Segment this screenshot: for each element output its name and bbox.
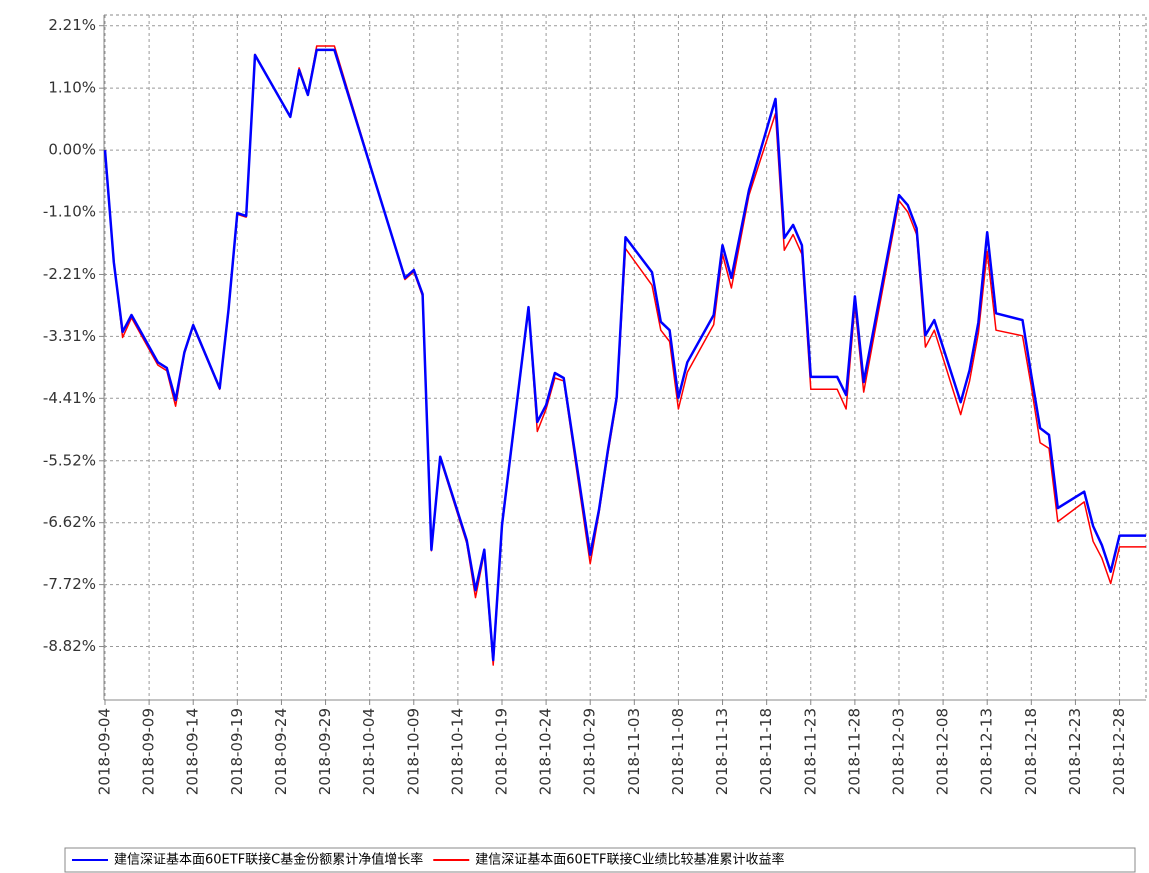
x-tick-label: 2018-09-14 <box>184 708 202 795</box>
x-tick-label: 2018-11-18 <box>757 708 775 795</box>
y-tick-label: -1.10% <box>43 203 96 221</box>
x-tick-label: 2018-12-03 <box>889 708 907 795</box>
y-tick-label: -4.41% <box>43 389 96 407</box>
lines <box>103 45 1146 666</box>
x-tick-label: 2018-11-23 <box>801 708 819 795</box>
x-tick-label: 2018-12-18 <box>1022 708 1040 795</box>
x-tick-label: 2018-12-28 <box>1110 708 1128 795</box>
y-tick-label: 2.21% <box>48 16 96 34</box>
x-tick-label: 2018-12-23 <box>1066 708 1084 795</box>
y-tick-label: -3.31% <box>43 327 96 345</box>
y-tick-label: 1.10% <box>48 79 96 97</box>
x-tick-label: 2018-10-14 <box>448 708 466 795</box>
legend: 建信深证基本面60ETF联接C基金份额累计净值增长率 建信深证基本面60ETF联接… <box>64 847 1136 873</box>
y-tick-label: -5.52% <box>43 451 96 469</box>
plot-frame <box>103 14 1147 701</box>
y-tick-label: -6.62% <box>43 513 96 531</box>
x-tick-label: 2018-09-04 <box>96 708 114 795</box>
y-tick-label: -2.21% <box>43 265 96 283</box>
x-tick-label: 2018-12-13 <box>978 708 996 795</box>
x-tick-label: 2018-11-13 <box>713 708 731 795</box>
x-tick-label: 2018-09-09 <box>140 708 158 795</box>
x-tick-label: 2018-11-03 <box>625 708 643 795</box>
legend-label: 建信深证基本面60ETF联接C基金份额累计净值增长率 <box>114 852 423 868</box>
series-line <box>104 45 1146 666</box>
series-line <box>103 48 1146 662</box>
grid <box>99 15 1146 705</box>
x-tick-label: 2018-10-04 <box>360 708 378 795</box>
x-tick-label: 2018-09-19 <box>228 708 246 795</box>
x-tick-label: 2018-11-28 <box>845 708 863 795</box>
legend-label: 建信深证基本面60ETF联接C业绩比较基准累计收益率 <box>475 852 784 868</box>
x-tick-label: 2018-11-08 <box>669 708 687 795</box>
x-tick-label: 2018-10-19 <box>492 708 510 795</box>
y-tick-label: -8.82% <box>43 637 96 655</box>
legend-box <box>64 847 1136 873</box>
x-tick-label: 2018-10-29 <box>581 708 599 795</box>
y-tick-label: -7.72% <box>43 575 96 593</box>
x-tick-label: 2018-10-09 <box>404 708 422 795</box>
x-tick-label: 2018-09-29 <box>316 708 334 795</box>
x-tick-label: 2018-12-08 <box>934 708 952 795</box>
x-tick-label: 2018-10-24 <box>537 708 555 795</box>
x-tick-label: 2018-09-24 <box>272 708 290 795</box>
y-tick-label: 0.00% <box>48 141 96 159</box>
labels: 2.21% 1.10% 0.00% -1.10% -2.21% -3.31% -4.41% -… <box>43 16 1128 795</box>
